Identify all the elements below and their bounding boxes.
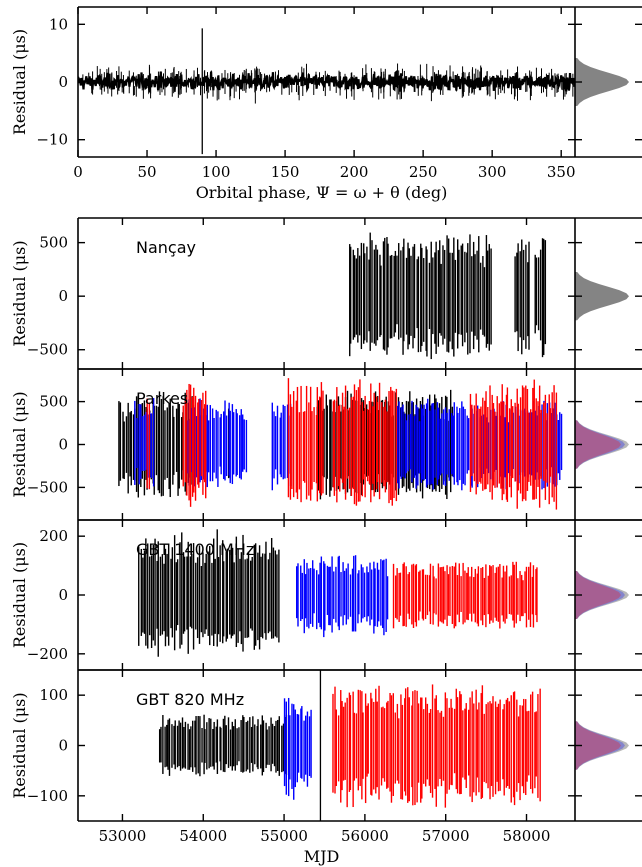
ytick-label: 0 <box>58 586 68 604</box>
histogram-bars <box>575 571 621 619</box>
ytick-label: −200 <box>27 645 68 663</box>
histogram-panel <box>575 420 629 469</box>
ytick-label: 100 <box>39 686 68 704</box>
data-layer <box>118 378 563 510</box>
data-layer <box>158 684 541 808</box>
ytick-label: −500 <box>27 478 68 496</box>
histogram-panel <box>575 721 629 770</box>
histogram-panel <box>575 272 629 321</box>
data-layer <box>349 232 547 360</box>
ytick-label: 0 <box>58 73 68 91</box>
panel-label: Nançay <box>136 238 196 257</box>
ytick-label: 10 <box>49 15 68 33</box>
data-layer <box>138 529 538 657</box>
histogram-panel <box>575 58 629 106</box>
ytick-label: 500 <box>39 393 68 411</box>
xtick-label: 57000 <box>422 827 470 845</box>
ytick-label: −10 <box>36 131 68 149</box>
residual-trace <box>78 70 575 95</box>
ytick-label: 200 <box>39 527 68 545</box>
histogram-bars <box>575 571 625 619</box>
xtick-label: 58000 <box>503 827 551 845</box>
xtick-label: 300 <box>478 163 507 181</box>
histogram-bars <box>575 420 621 469</box>
y-axis-label: Residual (μs) <box>10 692 29 798</box>
histogram-bars <box>575 721 621 770</box>
ytick-label: 500 <box>39 234 68 252</box>
histogram-panel <box>575 571 629 619</box>
x-axis-label: MJD <box>304 847 340 866</box>
ytick-label: 0 <box>58 737 68 755</box>
histogram-bars <box>575 420 625 469</box>
xtick-label: 250 <box>409 163 438 181</box>
histogram-bars <box>575 721 625 770</box>
ytick-label: −100 <box>27 787 68 805</box>
panel-label: GBT 1400 MHz <box>136 540 254 559</box>
xtick-label: 55000 <box>260 827 308 845</box>
y-axis-label: Residual (μs) <box>10 240 29 346</box>
xtick-label: 53000 <box>99 827 147 845</box>
ytick-label: 0 <box>58 287 68 305</box>
panel-label: Parkes <box>136 389 188 408</box>
panel-label: GBT 820 MHz <box>136 690 244 709</box>
histogram-bars <box>575 272 629 321</box>
xtick-label: 0 <box>73 163 83 181</box>
xtick-label: 54000 <box>179 827 227 845</box>
histogram-bars <box>575 571 629 619</box>
xtick-label: 56000 <box>341 827 389 845</box>
xtick-label: 100 <box>202 163 231 181</box>
y-axis-label: Residual (μs) <box>10 29 29 135</box>
xtick-label: 50 <box>137 163 156 181</box>
y-axis-label: Residual (μs) <box>10 542 29 648</box>
histogram-bars <box>575 721 629 770</box>
y-axis-label: Residual (μs) <box>10 391 29 497</box>
data-layer <box>78 63 575 104</box>
xtick-label: 200 <box>340 163 369 181</box>
ytick-label: −500 <box>27 341 68 359</box>
xtick-label: 150 <box>271 163 300 181</box>
histogram-bars <box>575 420 629 469</box>
histogram-bars <box>575 58 629 106</box>
xtick-label: 350 <box>547 163 576 181</box>
panel-5: 100 0 −100 53000 54000 55000 56000 57000 58000 Re… <box>10 669 642 866</box>
ytick-label: 0 <box>58 436 68 454</box>
x-axis-label: Orbital phase, Ψ = ω + θ (deg) <box>196 183 448 202</box>
